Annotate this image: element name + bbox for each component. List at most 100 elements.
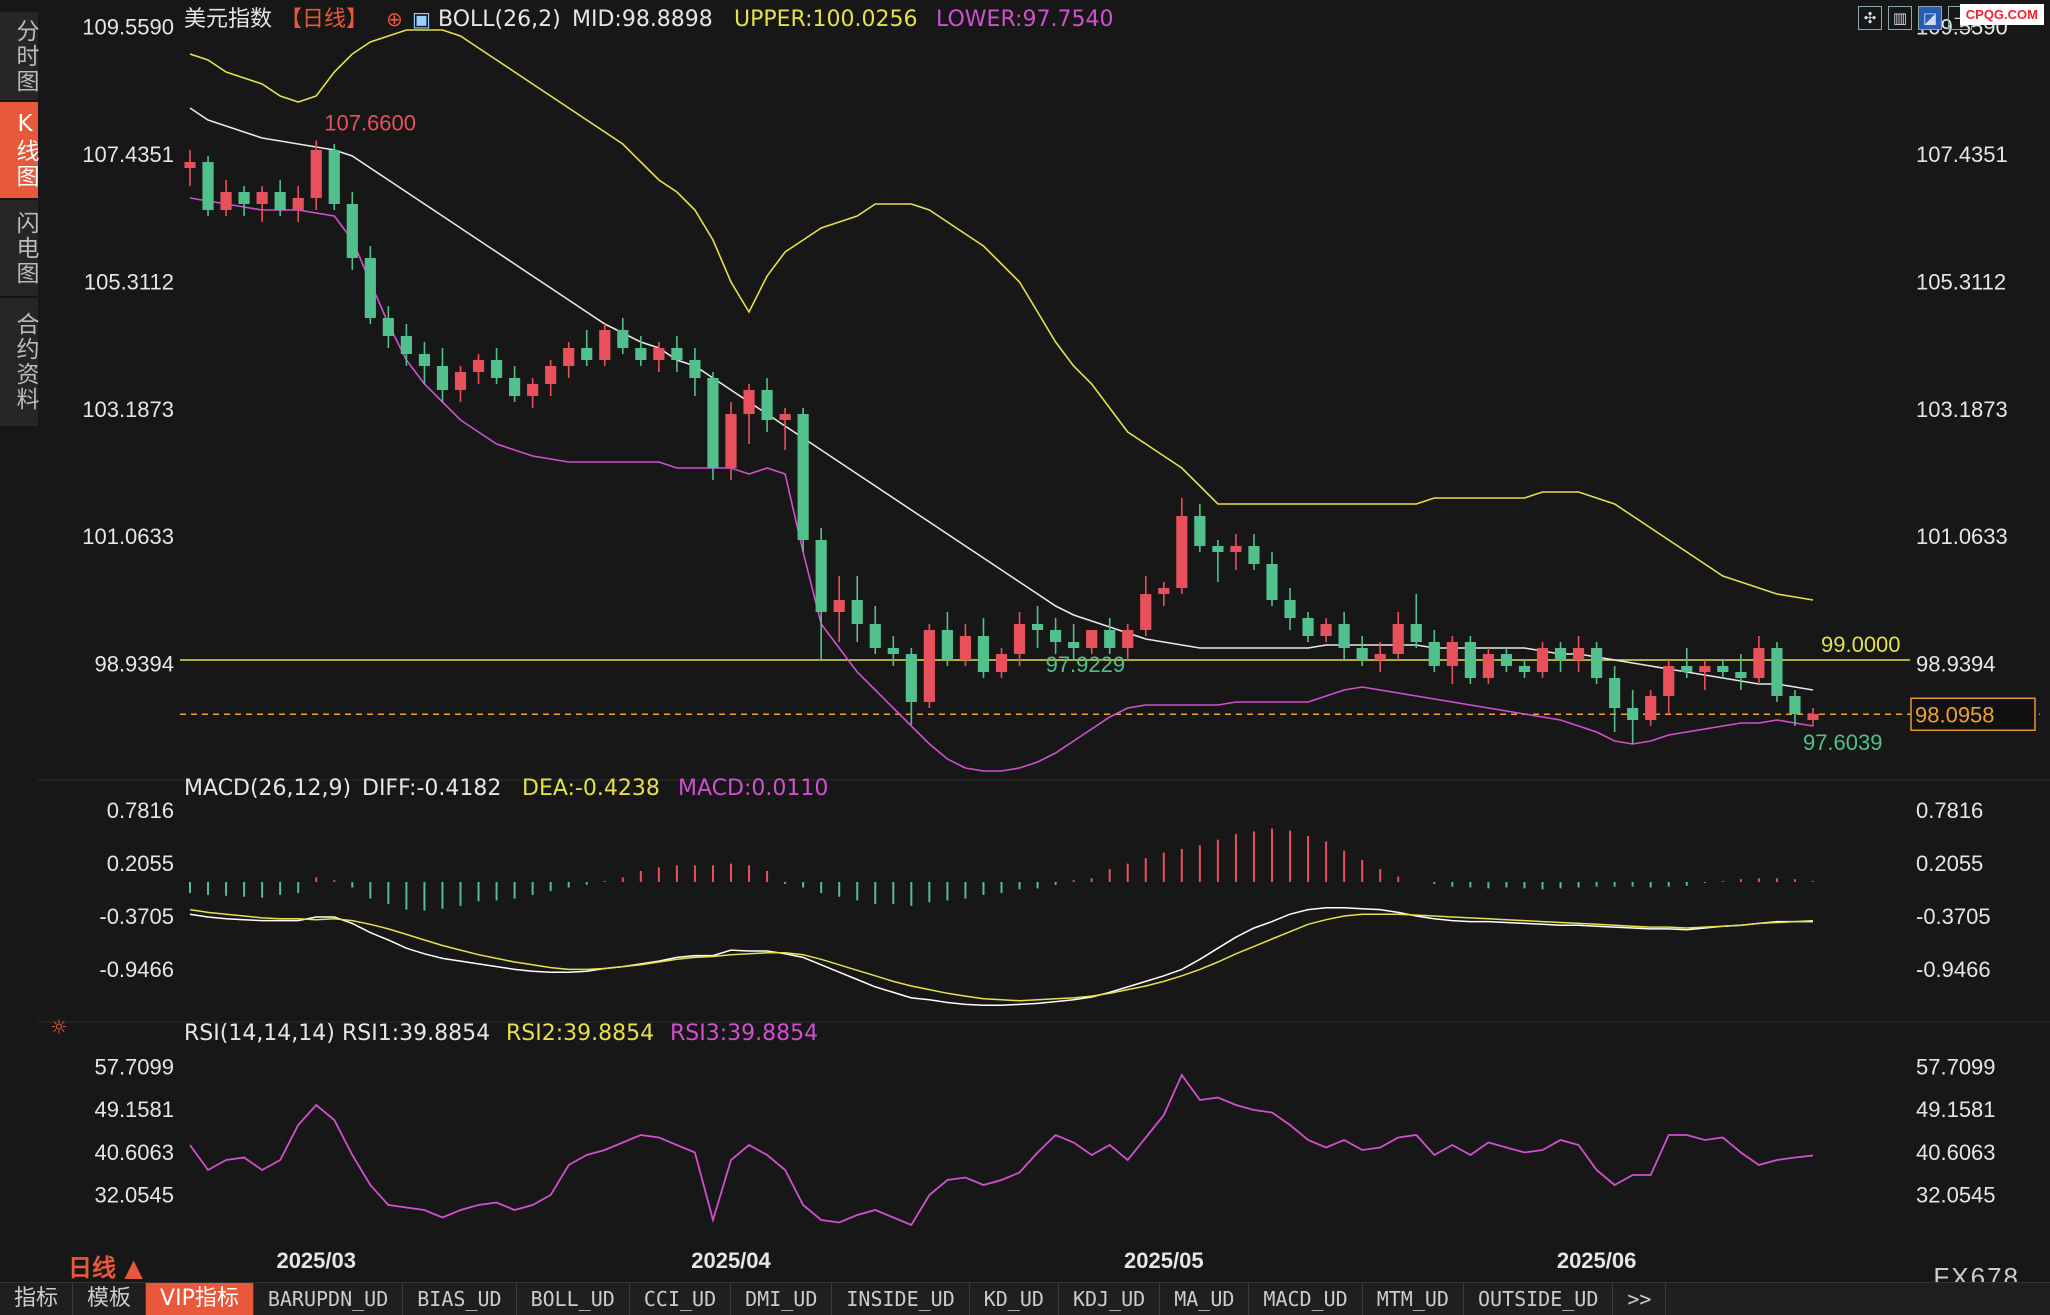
candle-body (617, 330, 629, 348)
tab-kdj[interactable]: KDJ_UD (1059, 1283, 1161, 1315)
tab-more[interactable]: >> (1613, 1283, 1667, 1315)
tab-outside[interactable]: OUTSIDE_UD (1464, 1283, 1614, 1315)
boll-upper-line (189, 29, 1814, 601)
rsi-tick-right: 40.6063 (1916, 1140, 1996, 1165)
candle-body (1482, 654, 1494, 678)
tab-templates[interactable]: 模板 (73, 1283, 147, 1315)
chart-icon[interactable]: ◪ (1918, 6, 1942, 30)
candle-body (509, 378, 521, 396)
candle-body (454, 372, 467, 390)
last-price-label: 98.0958 (1915, 702, 1995, 727)
price-tick-left: 109.5590 (82, 14, 174, 39)
rsi2-value: RSI2:39.8854 (506, 1021, 654, 1046)
candle-body (1771, 648, 1783, 696)
candle-body (274, 192, 286, 210)
rsi-panel (189, 1073, 1814, 1227)
macd-tick-right: 0.7816 (1916, 798, 1983, 823)
candle-body (779, 414, 791, 420)
macd-diff: DIFF:-0.4182 (362, 776, 501, 801)
add-icon[interactable]: ⊕ (386, 7, 403, 31)
grid-icon[interactable]: ✣ (1858, 6, 1882, 30)
x-tick-label: 2025/05 (1124, 1248, 1204, 1273)
tab-vip-indicators[interactable]: VIP指标 (146, 1283, 254, 1315)
level-annotation: 99.0000 (1821, 632, 1901, 657)
candle-body (1410, 624, 1422, 642)
candle-body (1464, 642, 1476, 678)
candle-body (653, 348, 665, 360)
tab-macd[interactable]: MACD_UD (1249, 1283, 1363, 1315)
candle-body (1807, 714, 1819, 720)
candle-body (346, 204, 358, 258)
candle-body (995, 654, 1008, 672)
candle-body (761, 390, 773, 420)
rsi-tick-right: 49.1581 (1916, 1097, 1996, 1122)
candle-body (292, 198, 304, 210)
candle-body (418, 354, 431, 366)
candle-body (382, 318, 394, 336)
rsi-name: RSI(14,14,14) (184, 1021, 335, 1046)
tab-indicators[interactable]: 指标 (0, 1283, 74, 1315)
candle-body (238, 192, 250, 204)
candle-body (743, 390, 755, 414)
macd-diff-line (189, 907, 1813, 1007)
low2-annotation: 97.6039 (1803, 730, 1883, 755)
candle-body (1176, 516, 1188, 588)
macd-tick-left: -0.9466 (99, 957, 174, 982)
tab-boll[interactable]: BOLL_UD (517, 1283, 630, 1315)
tab-kd[interactable]: KD_UD (970, 1283, 1059, 1315)
tab-timeshare[interactable]: 分时图 (0, 12, 38, 100)
candle-body (581, 348, 593, 360)
settings-icon[interactable]: ☼ (50, 1015, 68, 1039)
rsi1-value: RSI1:39.8854 (342, 1021, 490, 1046)
tab-mtm[interactable]: MTM_UD (1363, 1283, 1464, 1315)
indicator-icon[interactable]: ▣ (412, 7, 431, 31)
tab-contract-info[interactable]: 合约资料 (0, 298, 38, 426)
boll-lower-line (189, 197, 1814, 772)
rsi-tick-right: 32.0545 (1916, 1183, 1996, 1208)
period-selector[interactable]: 日线 ▲ (68, 1254, 143, 1282)
candle-body (1068, 642, 1080, 648)
tab-dmi[interactable]: DMI_UD (731, 1283, 833, 1315)
rsi-tick-left: 40.6063 (94, 1140, 174, 1165)
candle-body (797, 414, 809, 540)
candle-body (851, 600, 863, 624)
rsi-tick-right: 57.7099 (1916, 1054, 1996, 1079)
rsi-tick-left: 32.0545 (94, 1183, 174, 1208)
price-tick-right: 98.9394 (1916, 652, 1996, 677)
macd-tick-left: 0.2055 (107, 851, 174, 876)
indicator-tabs-bar: 指标 模板 VIP指标 BARUPDN_UD BIAS_UD BOLL_UD C… (0, 1282, 2050, 1315)
boll-mid-line (189, 107, 1814, 691)
candle-body (815, 540, 827, 612)
tab-ma[interactable]: MA_UD (1160, 1283, 1250, 1315)
candle-body (1140, 594, 1152, 630)
candle-body (1266, 564, 1278, 600)
candle-body (184, 162, 196, 168)
candle-body (1013, 624, 1026, 654)
macd-tick-right: -0.9466 (1916, 957, 1991, 982)
price-tick-right: 105.3112 (1916, 269, 2006, 294)
candle-body (436, 366, 449, 390)
price-tick-left: 103.1873 (82, 397, 174, 422)
price-tick-left: 107.4351 (82, 142, 174, 167)
candle-body (1609, 678, 1621, 708)
candle-body (599, 330, 611, 360)
tab-bias[interactable]: BIAS_UD (403, 1283, 517, 1315)
boll-mid: MID:98.8898 (572, 7, 713, 32)
candle-body (472, 360, 485, 372)
price-tick-right: 101.0633 (1916, 524, 2008, 549)
tab-cci[interactable]: CCI_UD (630, 1283, 732, 1315)
candle-body (1554, 648, 1567, 660)
candle-body (202, 162, 214, 210)
tab-flash[interactable]: 闪电图 (0, 200, 38, 296)
candle-body (725, 414, 737, 468)
candle-body (1248, 546, 1260, 564)
candle-body (707, 378, 719, 468)
x-tick-label: 2025/06 (1557, 1248, 1637, 1273)
tab-barupdn[interactable]: BARUPDN_UD (254, 1283, 404, 1315)
tab-kline[interactable]: K线图 (0, 102, 38, 198)
tab-inside[interactable]: INSIDE_UD (832, 1283, 970, 1315)
bar-icon[interactable]: ▥ (1888, 6, 1912, 30)
low1-annotation: 97.9229 (1046, 652, 1126, 677)
macd-value: MACD:0.0110 (678, 776, 828, 801)
